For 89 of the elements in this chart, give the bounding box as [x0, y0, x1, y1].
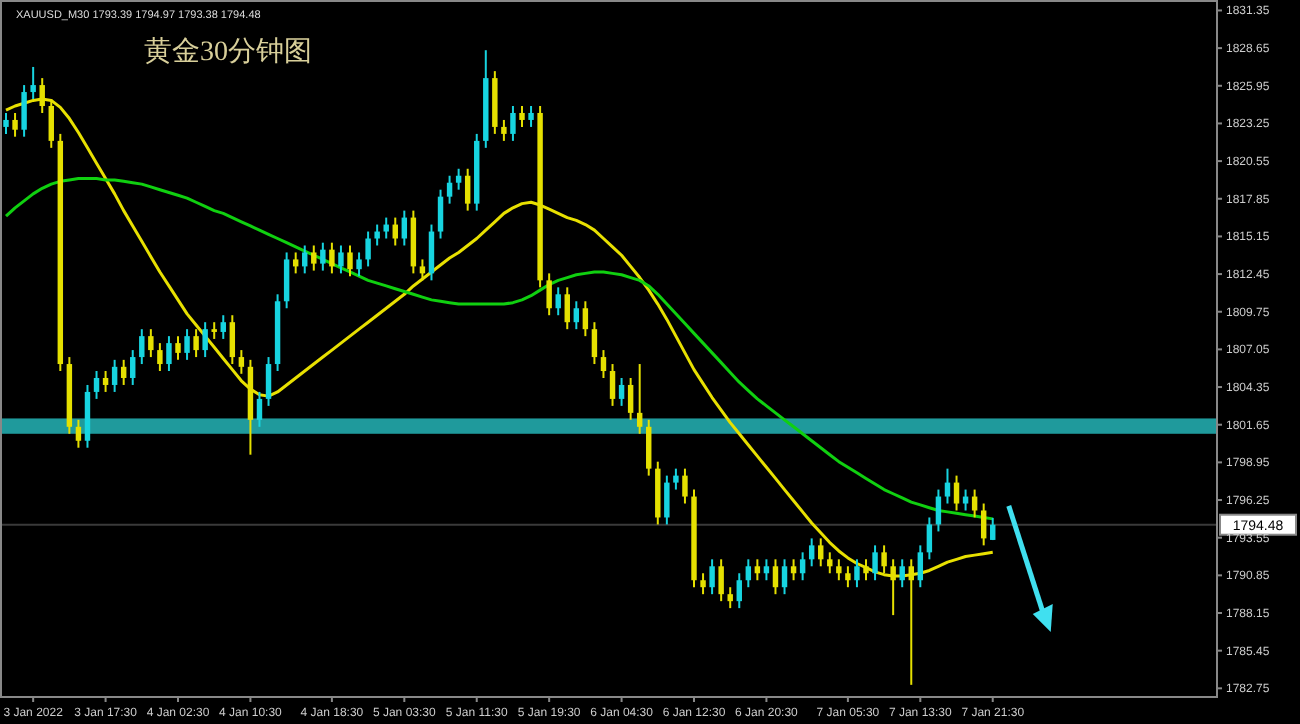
candlestick — [229, 314, 236, 366]
candlestick — [111, 358, 118, 393]
text: 黄金30分钟图 — [144, 36, 312, 68]
candlestick — [419, 258, 426, 282]
candlestick — [736, 572, 742, 610]
candlestick — [700, 572, 706, 596]
candlestick — [238, 349, 245, 375]
candlestick — [618, 376, 625, 407]
candlestick — [374, 223, 380, 247]
candlestick — [365, 230, 371, 268]
candlestick — [962, 488, 969, 512]
candlestick — [265, 356, 272, 407]
candlestick — [401, 209, 408, 247]
candlestick — [311, 244, 317, 272]
candlestick — [528, 105, 534, 128]
candlestick — [148, 328, 154, 359]
candlestick — [745, 558, 752, 589]
candlestick — [763, 558, 770, 582]
candlestick — [220, 314, 226, 340]
candlestick — [292, 251, 299, 275]
candlestick — [3, 111, 9, 135]
candlestick — [12, 111, 18, 138]
candlestick — [609, 363, 616, 407]
candlestick — [93, 370, 100, 400]
candlestick — [437, 188, 444, 240]
candlestick — [709, 558, 715, 596]
candlestick — [329, 241, 335, 275]
candlestick — [75, 418, 82, 449]
candlestick — [646, 418, 652, 477]
candlestick — [356, 251, 362, 278]
candlestick — [772, 558, 779, 596]
candlestick — [664, 474, 670, 526]
candlestick — [980, 502, 987, 547]
candlestick — [600, 349, 607, 379]
candlestick — [944, 467, 951, 505]
candlestick — [582, 300, 589, 338]
candlestick — [320, 241, 326, 272]
candlestick — [283, 251, 290, 310]
candlestick — [591, 321, 598, 366]
candlestick — [836, 558, 842, 582]
candlestick — [781, 558, 788, 596]
candlestick — [827, 551, 833, 575]
candlestick — [754, 558, 761, 582]
candlestick — [157, 342, 163, 373]
candlestick — [718, 558, 724, 603]
candlestick — [166, 335, 172, 373]
candlestick — [139, 328, 145, 366]
candlestick — [202, 321, 208, 359]
candlestick — [808, 537, 815, 568]
candlestick — [673, 467, 679, 491]
candlestick — [455, 167, 462, 191]
candlestick — [519, 105, 525, 128]
candlestick — [347, 244, 353, 278]
candlestick — [184, 328, 190, 361]
candlestick — [30, 65, 36, 101]
candlestick — [845, 565, 851, 589]
candlestick — [899, 558, 905, 589]
candlestick — [130, 349, 136, 386]
candlestick — [21, 84, 27, 138]
candlestick — [682, 467, 688, 505]
candlestick — [573, 300, 580, 331]
candlestick — [428, 223, 435, 282]
candlestick — [818, 537, 824, 568]
candlestick — [120, 358, 127, 386]
candlestick — [510, 105, 516, 142]
candlestick — [302, 244, 308, 275]
candlestick — [917, 544, 924, 589]
candlestick — [446, 174, 453, 205]
candlestick — [627, 376, 634, 421]
candlestick — [799, 551, 806, 582]
candlestick — [501, 118, 507, 142]
candlestick — [854, 558, 860, 589]
candlestick — [727, 586, 733, 610]
candlestick — [872, 544, 878, 582]
candlestick — [790, 558, 797, 582]
candlestick — [193, 328, 199, 359]
candlestick — [555, 286, 561, 317]
candlestick — [392, 216, 398, 247]
candlestick — [953, 474, 960, 512]
candlestick — [256, 390, 263, 428]
candlestick — [175, 335, 181, 361]
candlestick — [338, 244, 344, 275]
candlestick — [464, 167, 471, 212]
candlestick — [546, 272, 552, 317]
candlestick — [383, 216, 389, 240]
candlestick — [564, 286, 570, 331]
candlestick — [102, 370, 109, 393]
candlestick — [636, 363, 643, 435]
candlestick — [926, 516, 933, 561]
